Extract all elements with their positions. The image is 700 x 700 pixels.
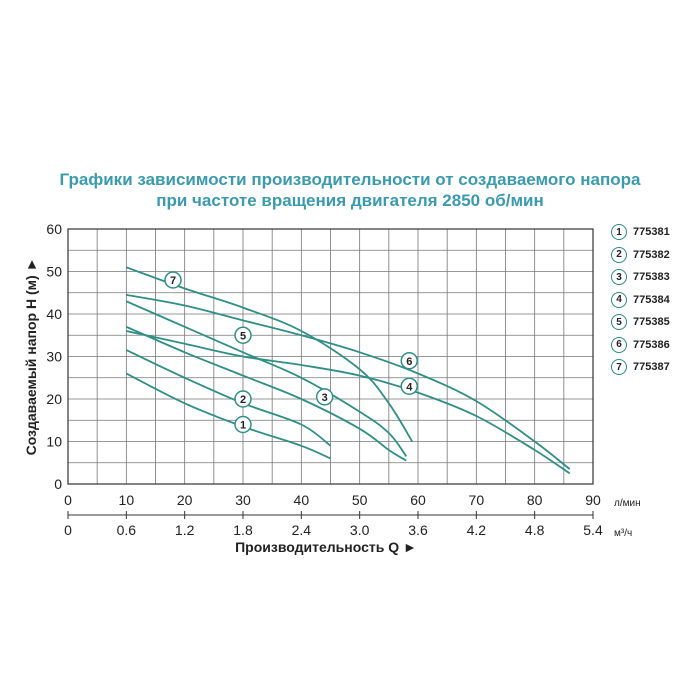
y-tick-label: 0 [54, 476, 62, 492]
legend-code: 775381 [633, 226, 670, 238]
x-tick-label: 90 [585, 492, 601, 508]
x-tick-label: 0 [64, 492, 72, 508]
chart-title-line-1: Графики зависимости производительности о… [59, 170, 641, 189]
curve-775385 [125, 300, 408, 457]
legend-code: 775387 [633, 361, 670, 373]
curve-775381 [125, 372, 331, 460]
curve-label-circle [164, 271, 182, 289]
y-tick-label: 20 [46, 391, 62, 407]
curve-label-circle [400, 352, 418, 370]
x2-tick-label: 1.2 [175, 522, 195, 538]
legend-item: 6 775386 [611, 335, 670, 355]
x-tick-label: 50 [352, 492, 368, 508]
curve-label-6: 6 [406, 356, 412, 368]
curve-775387 [125, 266, 413, 442]
curve-label-circle [234, 326, 252, 344]
legend-item: 4 775384 [611, 290, 670, 310]
x-unit-primary: л/мин [614, 498, 641, 509]
y-tick-label: 30 [46, 349, 62, 365]
curve-label-5: 5 [240, 330, 246, 342]
x-axis-label: Производительность Q ► [235, 539, 417, 555]
x2-tick-label: 1.8 [233, 522, 253, 538]
curve-label-2: 2 [240, 394, 246, 406]
x2-tick-label: 2.4 [292, 522, 312, 538]
legend-item: 7 775387 [611, 357, 670, 377]
chart-title-line-2: при частоте вращения двигателя 2850 об/м… [156, 191, 544, 210]
x-tick-label: 30 [235, 492, 251, 508]
x-tick-label: 80 [527, 492, 543, 508]
curve-label-circle [315, 388, 334, 406]
x2-tick-label: 4.8 [525, 522, 545, 538]
x2-tick-label: 4.2 [467, 522, 487, 538]
x-unit-secondary: м³/ч [614, 528, 632, 539]
legend-code: 775385 [633, 316, 670, 328]
y-tick-label: 60 [46, 221, 62, 237]
plot-frame [67, 228, 594, 485]
curve-label-circle [234, 390, 252, 408]
legend-number: 4 [611, 291, 627, 308]
x-tick-label: 10 [119, 492, 135, 508]
x-tick-label: 40 [294, 492, 310, 508]
x-tick-label: 70 [469, 492, 485, 508]
legend-item: 3 775383 [611, 267, 670, 287]
y-axis-label: Создаваемый напор H (м) ► [23, 258, 39, 456]
legend-number: 2 [611, 246, 627, 263]
legend-number: 5 [611, 314, 627, 330]
legend-code: 775383 [633, 271, 670, 283]
x-tick-label: 60 [410, 492, 426, 508]
curve-label-circle [400, 377, 418, 395]
curve-label-circle [234, 415, 252, 434]
curve-label-4: 4 [406, 381, 413, 393]
legend-code: 775382 [633, 248, 670, 261]
y-tick-label: 50 [46, 264, 62, 280]
legend-item: 5 775385 [611, 312, 670, 332]
legend-code: 775384 [633, 293, 670, 306]
y-tick-label: 40 [46, 306, 62, 322]
legend-item: 2 775382 [611, 245, 670, 265]
legend-number: 6 [611, 336, 627, 353]
x2-tick-label: 0.6 [117, 522, 137, 538]
x2-tick-label: 5.4 [583, 522, 603, 538]
curve-775384 [126, 330, 571, 475]
x2-tick-label: 3.6 [408, 522, 428, 538]
curve-label-1: 1 [240, 420, 246, 432]
legend-number: 7 [611, 359, 627, 375]
x2-tick-label: 0 [64, 522, 72, 538]
curve-label-7: 7 [170, 275, 176, 287]
legend-number: 3 [611, 269, 627, 285]
x-tick-label: 20 [177, 492, 193, 508]
y-tick-label: 10 [46, 434, 62, 450]
legend-number: 1 [611, 224, 627, 240]
x2-tick-label: 3.0 [350, 522, 370, 538]
legend-item: 1 775381 [611, 222, 670, 242]
curve-label-3: 3 [322, 392, 328, 404]
curve-775383 [125, 325, 407, 462]
curve-775386 [126, 294, 571, 470]
legend-code: 775386 [633, 338, 670, 351]
